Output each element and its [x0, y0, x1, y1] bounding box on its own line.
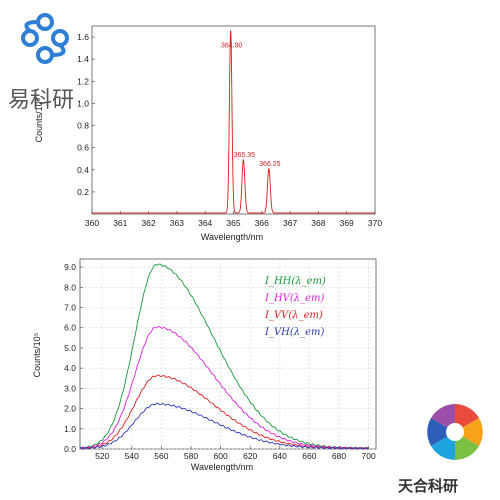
y-axis-ticks: 0.0 1.0 2.0 3.0 4.0 5.0 6.0 7.0 8.0 9.0 [64, 262, 83, 454]
top-left-logo-text: 易科研 [8, 88, 74, 113]
x-tick-label: 367 [283, 218, 297, 228]
spectrum-line [92, 30, 375, 214]
x-axis-label: Wavelength/nm [201, 232, 263, 242]
y-tick-label: 0.2 [77, 187, 89, 197]
y-tick-label: 1.4 [77, 54, 89, 64]
x-tick-label: 366 [255, 218, 269, 228]
x-tick-label: 360 [85, 218, 99, 228]
top-left-logo: 易科研 [8, 13, 74, 113]
x-tick-label: 620 [243, 451, 257, 461]
y-tick-label: 0.4 [77, 165, 89, 175]
series-line-vh [79, 402, 369, 450]
y-tick-label: 9.0 [64, 262, 76, 272]
y-tick-label: 2.0 [64, 404, 76, 414]
series-line-hv [79, 326, 369, 450]
x-tick-label: 540 [125, 451, 139, 461]
legend-entry-hh: I_HH(λ_em) [264, 276, 326, 287]
y-tick-label: 0.6 [77, 143, 89, 153]
x-tick-label: 364 [198, 218, 212, 228]
x-tick-label: 362 [142, 218, 156, 228]
y-axis-label: Counts/10⁵ [34, 97, 44, 142]
emission-spectrum-chart: 0.2 0.4 0.6 0.8 1.0 1.2 1.4 1.6 360 361 362 363 364… [34, 25, 382, 242]
y-tick-label: 4.0 [64, 363, 76, 373]
y-tick-label: 8.0 [64, 282, 76, 292]
logo-icon [427, 404, 483, 460]
logo-icon [21, 13, 69, 64]
y-tick-label: 7.0 [64, 303, 76, 313]
x-tick-label: 365 [226, 218, 240, 228]
y-axis-label: Counts/10⁵ [32, 332, 42, 377]
y-tick-label: 0.0 [64, 444, 76, 454]
x-tick-label: 680 [332, 451, 346, 461]
x-tick-label: 361 [113, 218, 127, 228]
series-line-vv [79, 374, 369, 450]
polarized-emission-chart: 0.0 1.0 2.0 3.0 4.0 5.0 6.0 7.0 8.0 9.0 520 540 560… [32, 258, 377, 472]
x-axis-ticks: 360 361 362 363 364 365 366 367 368 369 370 [85, 211, 382, 228]
x-tick-label: 660 [302, 451, 316, 461]
series-line-hh [79, 263, 369, 450]
y-tick-label: 3.0 [64, 383, 76, 393]
x-tick-label: 363 [170, 218, 184, 228]
y-tick-label: 1.2 [77, 76, 89, 86]
x-tick-label: 700 [362, 451, 376, 461]
y-tick-label: 1.0 [64, 424, 76, 434]
legend-entry-vh: I_VH(λ_em) [264, 327, 325, 338]
peak-label: 366.25 [259, 161, 281, 168]
x-tick-label: 580 [184, 451, 198, 461]
peak-label: 364.90 [221, 43, 243, 50]
peak-label: 365.35 [234, 152, 256, 159]
x-tick-label: 369 [340, 218, 354, 228]
legend-entry-hv: I_HV(λ_em) [264, 293, 325, 304]
x-tick-label: 520 [95, 451, 109, 461]
y-tick-label: 1.0 [77, 98, 89, 108]
x-tick-label: 640 [273, 451, 287, 461]
legend-entry-vv: I_VV(λ_em) [264, 310, 323, 321]
x-tick-label: 560 [154, 451, 168, 461]
x-axis-label: Wavelength/nm [191, 462, 253, 472]
y-tick-label: 5.0 [64, 343, 76, 353]
y-axis-ticks: 0.2 0.4 0.6 0.8 1.0 1.2 1.4 1.6 [77, 32, 95, 197]
series-lines [79, 263, 369, 450]
y-tick-label: 0.8 [77, 121, 89, 131]
legend: I_HH(λ_em) I_HV(λ_em) I_VV(λ_em) I_VH(λ_em) [264, 276, 326, 338]
grid-lines [80, 259, 376, 450]
bottom-right-logo-text: 天合科研 [398, 477, 458, 495]
bottom-right-logo: 天合科研 [398, 404, 483, 495]
y-tick-label: 6.0 [64, 323, 76, 333]
x-tick-label: 368 [311, 218, 325, 228]
x-tick-label: 370 [368, 218, 382, 228]
x-tick-label: 600 [214, 451, 228, 461]
y-tick-label: 1.6 [77, 32, 89, 42]
x-axis-ticks: 520 540 560 580 600 620 640 660 680 700 [95, 446, 376, 461]
